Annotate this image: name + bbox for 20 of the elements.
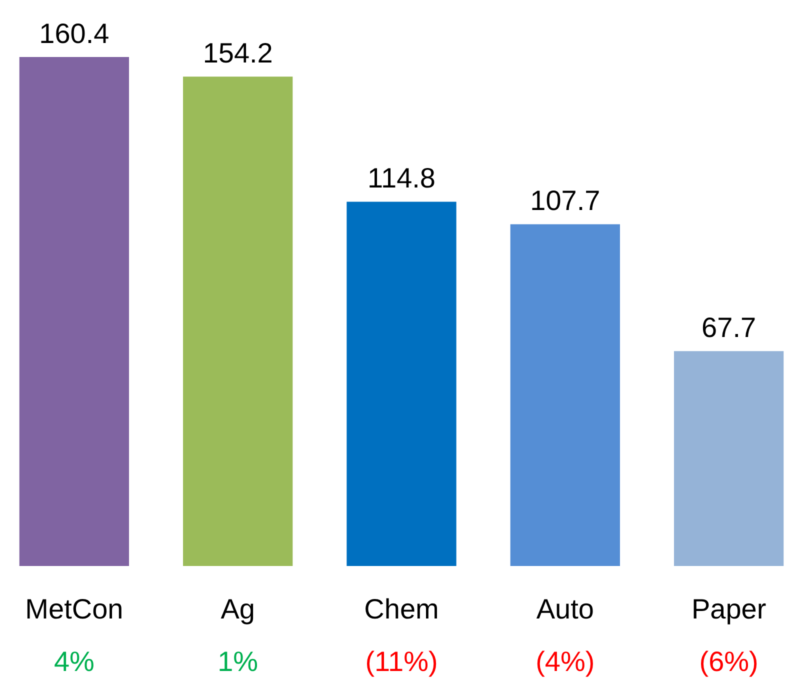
- data-label: 114.8: [368, 162, 436, 194]
- data-label: 154.2: [202, 38, 273, 69]
- text: (11%): [365, 646, 438, 677]
- x-tick-label: MetCon: [25, 594, 124, 624]
- x-tick-label: Chem: [364, 594, 439, 624]
- bar: [183, 76, 293, 566]
- data-label: 160.4: [39, 18, 110, 49]
- bar: [19, 57, 130, 566]
- bar: [510, 224, 620, 566]
- data-label: 67.7: [702, 312, 756, 344]
- x-tick-label: Auto: [536, 594, 594, 624]
- bar: [674, 351, 784, 566]
- x-tick-label: Ag: [220, 594, 255, 624]
- x-tick-label: Paper: [691, 594, 766, 624]
- text: 1%: [218, 646, 258, 677]
- text: (4%): [536, 646, 595, 677]
- data-label: 107.7: [530, 185, 600, 216]
- text: 4%: [54, 646, 94, 677]
- text: (6%): [699, 646, 758, 677]
- bar: [346, 202, 456, 566]
